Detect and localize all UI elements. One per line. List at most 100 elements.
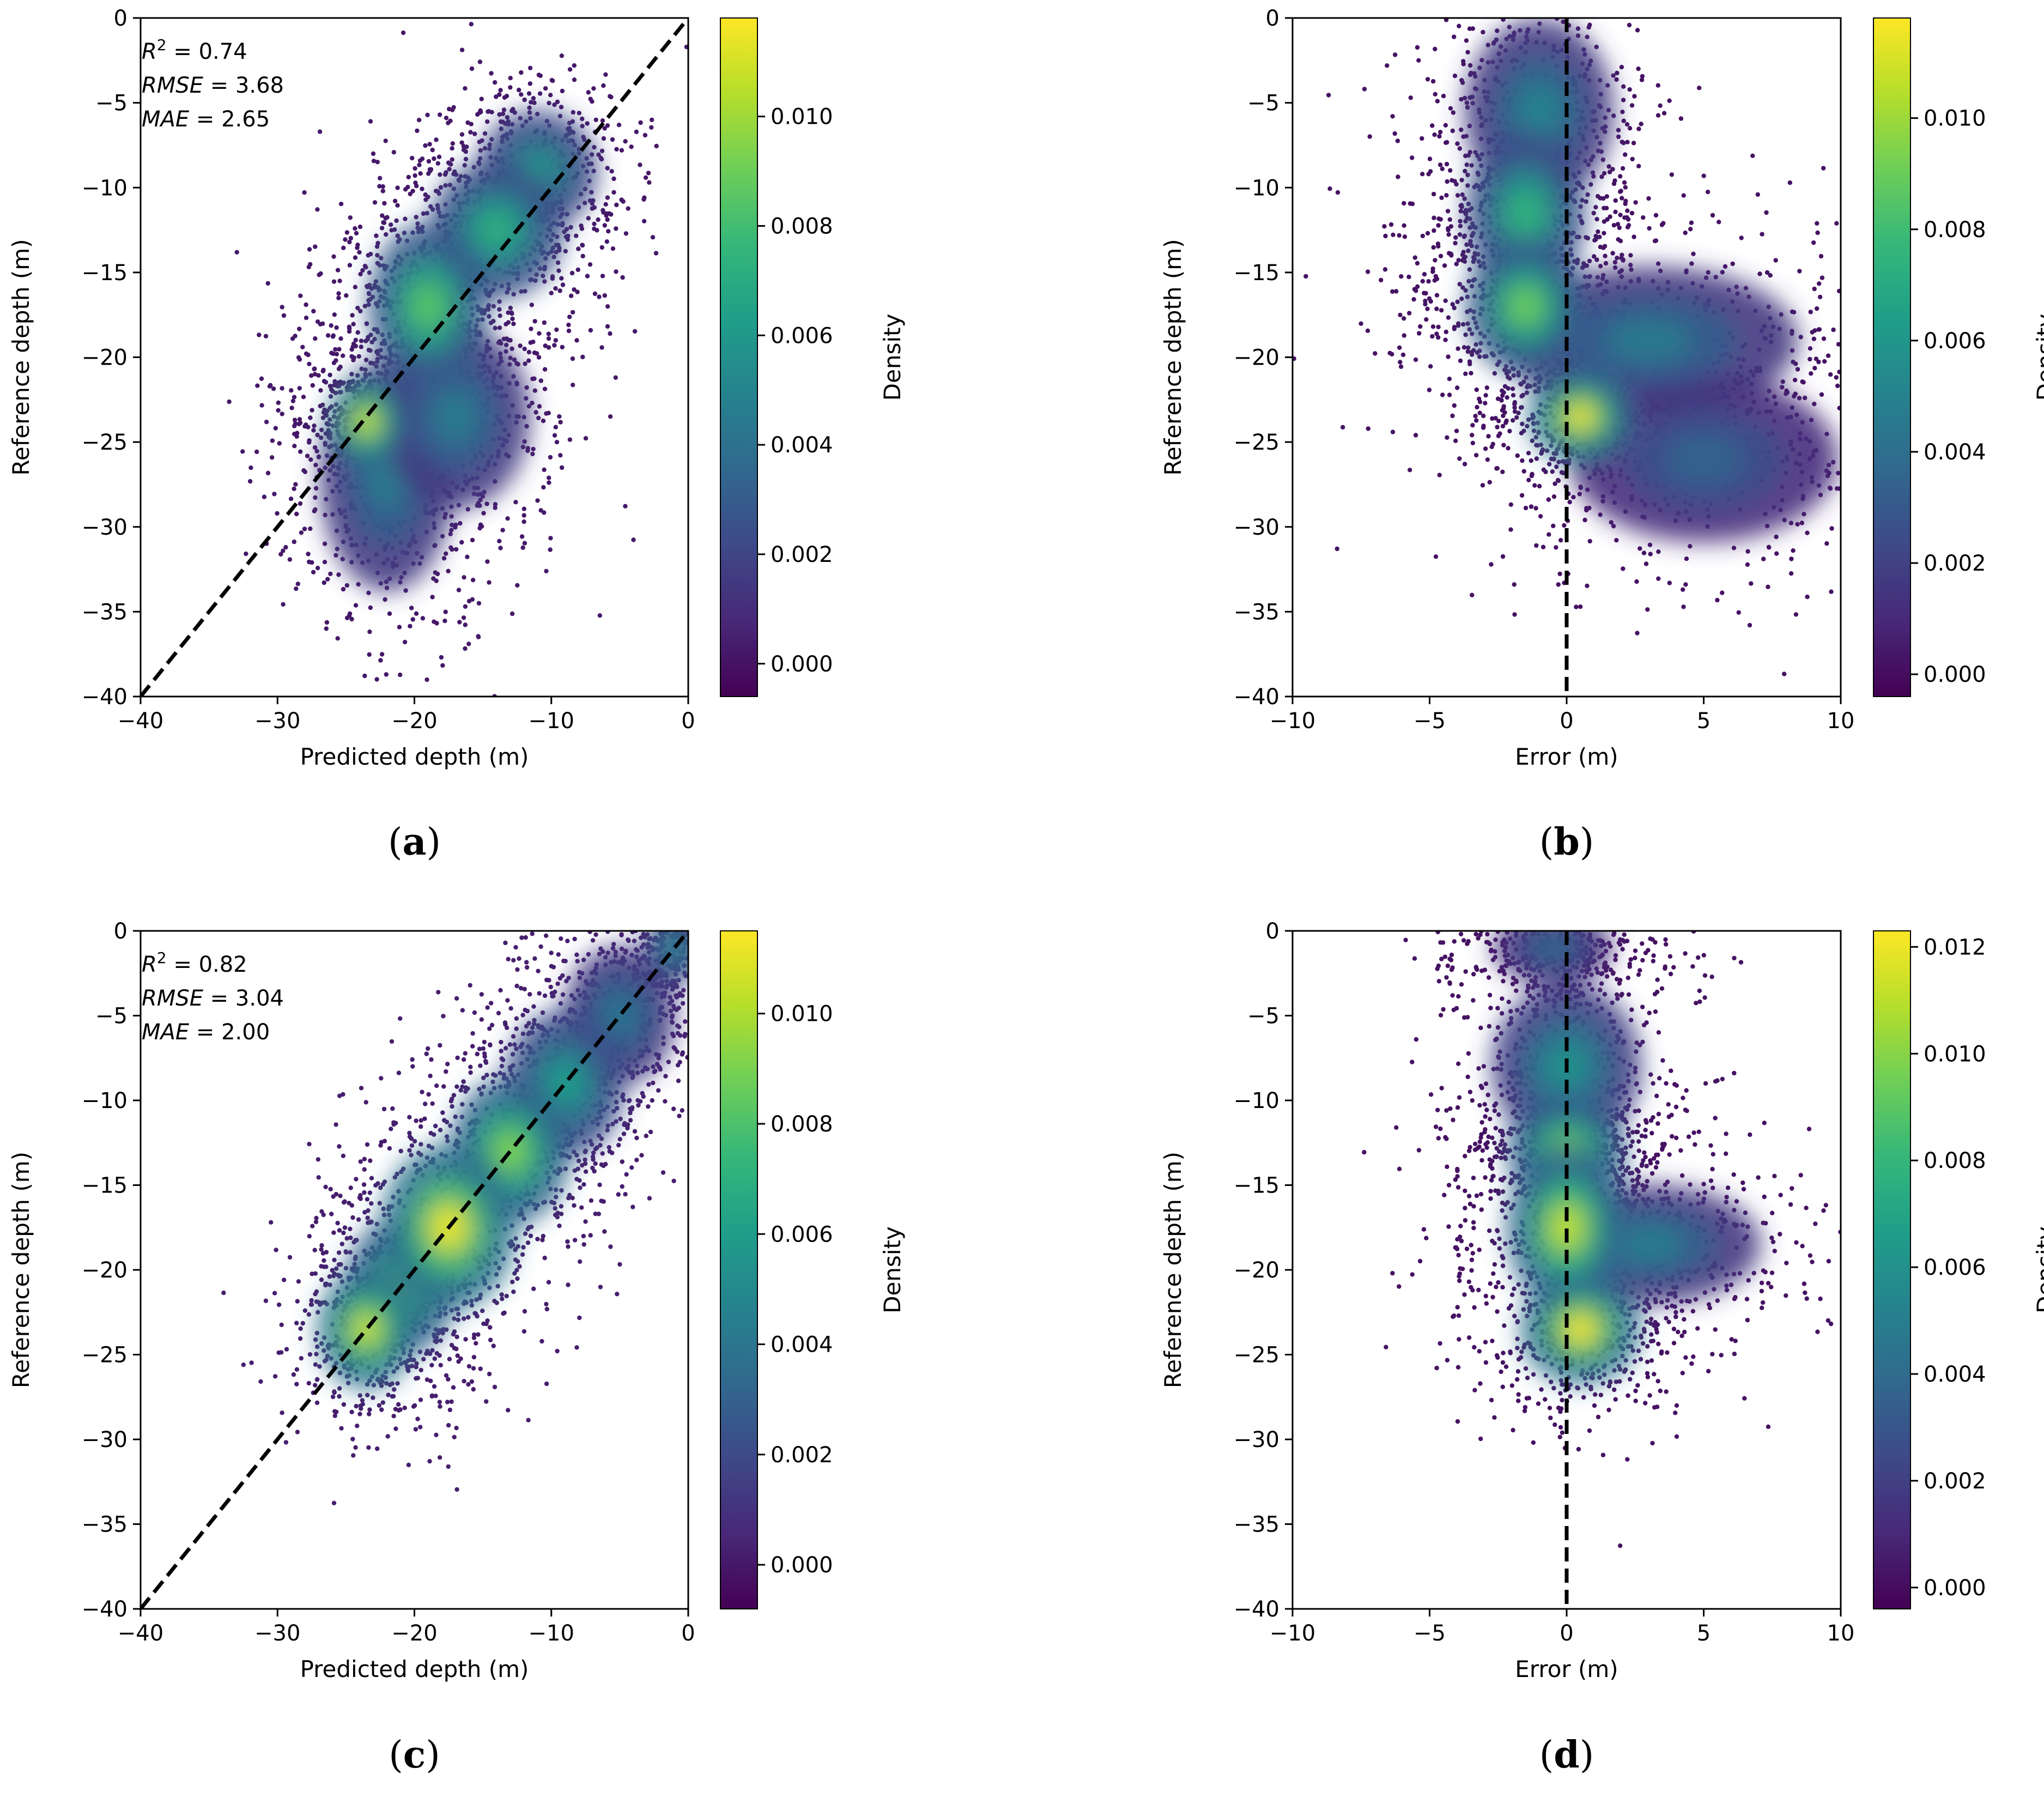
scatter-point: [299, 530, 304, 535]
scatter-point: [297, 417, 302, 422]
scatter-point: [530, 376, 535, 382]
colorbar-tick-label: 0.004: [771, 433, 833, 458]
scatter-point: [335, 268, 341, 273]
scatter-point: [1495, 28, 1500, 33]
scatter-point: [472, 131, 477, 136]
scatter-point: [597, 294, 602, 299]
scatter-point: [301, 395, 306, 399]
scatter-point: [529, 302, 534, 307]
scatter-point: [387, 611, 392, 616]
scatter-point: [1641, 215, 1646, 220]
scatter-point: [469, 22, 474, 27]
scatter-point: [520, 545, 525, 550]
scatter-point: [349, 372, 354, 377]
scatter-point: [1598, 512, 1603, 517]
scatter-point: [1501, 18, 1506, 22]
scatter-point: [463, 622, 468, 627]
x-tick-label: −20: [391, 709, 437, 734]
scatter-point: [611, 176, 616, 181]
x-tick-label: −40: [118, 709, 163, 734]
scatter-point: [1459, 178, 1464, 183]
scatter-point: [1688, 227, 1693, 232]
scatter-point: [1822, 359, 1827, 364]
scatter-point: [1430, 123, 1435, 128]
scatter-point: [1587, 538, 1592, 544]
scatter-point: [446, 120, 451, 125]
scatter-point: [304, 302, 308, 307]
scatter-point: [563, 234, 569, 239]
scatter-point: [523, 361, 527, 366]
scatter-point: [322, 560, 327, 565]
scatter-point: [1641, 550, 1647, 555]
scatter-point: [321, 367, 326, 373]
scatter-point: [1578, 604, 1583, 609]
scatter-point: [1420, 279, 1425, 284]
scatter-point: [375, 240, 380, 246]
scatter-point: [605, 304, 610, 309]
scatter-point: [1463, 371, 1468, 376]
scatter-point: [1812, 402, 1817, 407]
scatter-point: [1452, 179, 1457, 184]
scatter-point: [600, 118, 605, 123]
scatter-point: [536, 415, 541, 421]
scatter-point: [556, 268, 561, 273]
scatter-point: [1610, 251, 1615, 256]
scatter-point: [1390, 429, 1396, 434]
scatter-point: [502, 95, 507, 100]
scatter-point: [311, 570, 316, 575]
scatter-point: [1648, 552, 1653, 556]
scatter-point: [592, 226, 597, 231]
scatter-point: [508, 338, 513, 343]
scatter-point: [263, 334, 269, 338]
scatter-point: [646, 171, 651, 175]
scatter-point: [1514, 415, 1519, 420]
scatter-point: [1474, 418, 1479, 423]
scatter-point: [1437, 134, 1442, 139]
scatter-point: [1430, 324, 1436, 329]
scatter-point: [1406, 274, 1411, 280]
scatter-point: [1427, 156, 1433, 161]
scatter-point: [425, 112, 430, 118]
colorbar-tick-label: 0.006: [771, 323, 833, 348]
scatter-point: [1766, 584, 1770, 590]
scatter-point: [1520, 421, 1525, 426]
scatter-point: [1774, 551, 1779, 556]
scatter-point: [1373, 351, 1378, 356]
scatter-point: [1598, 264, 1603, 269]
scatter-point: [1463, 288, 1468, 293]
scatter-point: [592, 291, 598, 296]
scatter-point: [479, 96, 484, 101]
scatter-point: [532, 100, 537, 105]
scatter-point: [336, 295, 341, 300]
scatter-point: [470, 578, 476, 583]
scatter-point: [586, 90, 591, 95]
scatter-point: [438, 172, 442, 177]
scatter-point: [1457, 232, 1463, 237]
x-tick-label: 0: [681, 709, 695, 734]
scatter-point: [384, 672, 389, 677]
scatter-point: [349, 354, 354, 359]
scatter-point: [543, 343, 548, 348]
scatter-point: [1715, 597, 1720, 603]
scatter-point: [1582, 517, 1587, 523]
scatter-point: [269, 455, 275, 460]
scatter-point: [420, 156, 425, 161]
scatter-point: [358, 271, 363, 277]
scatter-point: [1506, 374, 1511, 380]
scatter-point: [313, 336, 318, 341]
scatter-point: [1623, 152, 1628, 157]
scatter-point: [1618, 174, 1623, 179]
scatter-point: [1420, 172, 1425, 177]
scatter-point: [1537, 483, 1542, 489]
scatter-point: [353, 226, 357, 231]
scatter-point: [312, 445, 318, 450]
stat-annotation: MAE = 2.65: [142, 107, 270, 132]
scatter-point: [1555, 477, 1561, 483]
scatter-point: [294, 511, 299, 517]
scatter-point: [1523, 505, 1529, 511]
scatter-point: [1620, 140, 1624, 144]
scatter-point: [1645, 607, 1650, 612]
scatter-point: [426, 195, 430, 199]
scatter-point: [1440, 392, 1445, 397]
